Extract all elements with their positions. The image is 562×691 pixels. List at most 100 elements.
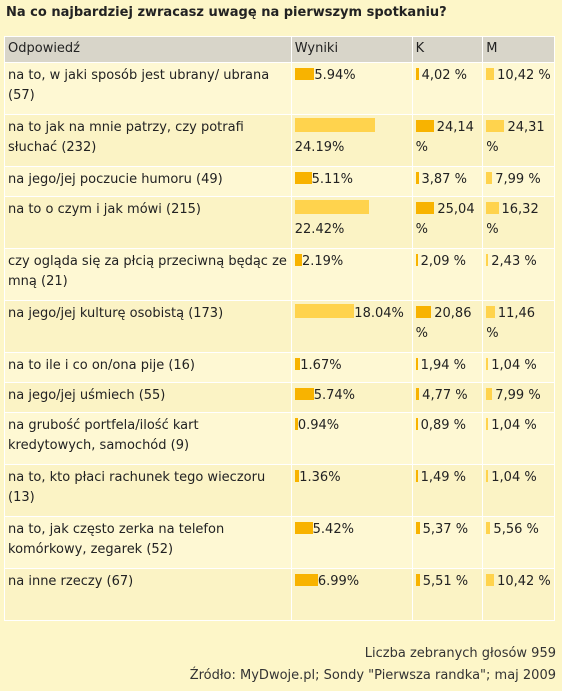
result-cell: 1.36% <box>290 464 413 517</box>
m-cell: 11,46 % <box>482 300 555 353</box>
source-note: Źródło: MyDwoje.pl; Sondy "Pierwsza rand… <box>189 668 556 683</box>
k-bar <box>415 172 419 184</box>
result-bar <box>294 358 301 370</box>
k-cell: 3,87 % <box>411 166 484 197</box>
k-value: 4,77 % <box>422 388 468 403</box>
k-cell: 5,51 % <box>411 568 484 621</box>
k-value: 1,49 % <box>420 470 467 485</box>
k-value: 0,89 % <box>420 418 467 433</box>
result-value: 1.67% <box>300 358 342 373</box>
m-bar <box>486 68 495 80</box>
header-results: Wyniki <box>290 36 413 63</box>
m-bar <box>486 388 493 400</box>
k-value: 24,14 % <box>415 120 474 155</box>
result-cell: 2.19% <box>290 248 413 301</box>
result-bar <box>294 388 314 400</box>
k-value: 20,86 % <box>415 306 472 341</box>
k-bar <box>415 388 420 400</box>
m-cell: 1,04 % <box>482 412 555 465</box>
m-bar <box>486 254 489 266</box>
result-value: 5.42% <box>312 522 354 537</box>
m-bar <box>486 358 489 370</box>
result-value: 5.74% <box>313 388 356 403</box>
answer-cell: na to ile i co on/ona pije (16) <box>4 352 292 383</box>
answer-cell: na jego/jej kulturę osobistą (173) <box>4 300 292 353</box>
table-row: na to, kto płaci rachunek tego wieczoru … <box>4 464 555 517</box>
k-value: 1,94 % <box>420 358 467 373</box>
k-bar <box>415 68 419 80</box>
m-value: 7,99 % <box>495 172 541 187</box>
m-cell: 7,99 % <box>482 166 555 197</box>
answer-cell: na inne rzeczy (67) <box>4 568 292 621</box>
k-cell: 5,37 % <box>411 516 484 569</box>
table-header-row: Odpowiedź Wyniki K M <box>4 36 555 63</box>
k-bar <box>415 306 432 318</box>
k-value: 3,87 % <box>421 172 467 187</box>
k-bar <box>415 522 420 534</box>
m-cell: 24,31 % <box>482 114 555 167</box>
result-cell: 24.19% <box>290 114 413 167</box>
result-bar <box>294 68 315 80</box>
result-cell: 5.94% <box>290 62 413 115</box>
m-value: 24,31 % <box>486 120 545 155</box>
result-bar <box>294 304 355 318</box>
k-cell: 25,04 % <box>411 196 484 249</box>
table-row: na inne rzeczy (67) 6.99% 5,51 % 10,42 % <box>4 568 555 621</box>
result-value: 0.94% <box>297 418 340 433</box>
answer-cell: na to, jak często zerka na telefon komór… <box>4 516 292 569</box>
answer-cell: na grubość portfela/ilość kart kredytowy… <box>4 412 292 465</box>
table-row: na to ile i co on/ona pije (16) 1.67% 1,94… <box>4 352 555 383</box>
m-bar <box>486 306 495 318</box>
m-cell: 1,04 % <box>482 464 555 517</box>
result-cell: 6.99% <box>290 568 413 621</box>
m-bar <box>486 120 505 132</box>
k-value: 5,37 % <box>422 522 469 537</box>
m-bar <box>486 522 491 534</box>
k-cell: 2,09 % <box>411 248 484 301</box>
result-cell: 5.42% <box>290 516 413 569</box>
k-cell: 1,49 % <box>411 464 484 517</box>
result-bar <box>294 418 298 430</box>
m-value: 11,46 % <box>486 306 536 341</box>
result-bar <box>294 118 375 132</box>
result-value: 5.94% <box>314 68 356 83</box>
poll-title: Na co najbardziej zwracasz uwagę na pier… <box>6 5 447 20</box>
vote-count: Liczba zebranych głosów 959 <box>364 646 556 661</box>
m-cell: 1,04 % <box>482 352 555 383</box>
k-bar <box>415 358 418 370</box>
k-cell: 4,77 % <box>411 382 484 413</box>
table-row: na to, w jaki sposób jest ubrany/ ubrana… <box>4 62 555 115</box>
answer-cell: na jego/jej uśmiech (55) <box>4 382 292 413</box>
m-bar <box>486 574 495 586</box>
m-value: 5,56 % <box>493 522 539 537</box>
k-bar <box>415 202 435 214</box>
result-value: 24.19% <box>294 140 345 155</box>
answer-cell: na jego/jej poczucie humoru (49) <box>4 166 292 197</box>
header-answer: Odpowiedź <box>4 36 292 63</box>
table-row: na jego/jej uśmiech (55) 5.74% 4,77 % 7,99 … <box>4 382 555 413</box>
result-cell: 0.94% <box>290 412 413 465</box>
m-cell: 7,99 % <box>482 382 555 413</box>
answer-cell: na to, w jaki sposób jest ubrany/ ubrana… <box>4 62 292 115</box>
m-value: 16,32 % <box>486 202 539 237</box>
table-row: na to o czym i jak mówi (215) 22.42% 25,04… <box>4 196 555 249</box>
table-row: na jego/jej poczucie humoru (49) 5.11% 3,8… <box>4 166 555 197</box>
k-cell: 0,89 % <box>411 412 484 465</box>
result-bar <box>294 254 302 266</box>
k-cell: 1,94 % <box>411 352 484 383</box>
k-value: 5,51 % <box>422 574 469 589</box>
result-cell: 18.04% <box>290 300 413 353</box>
result-value: 5.11% <box>311 172 353 187</box>
table-row: na to jak na mnie patrzy, czy potrafi sł… <box>4 114 555 167</box>
header-m: M <box>482 36 555 63</box>
result-cell: 5.11% <box>290 166 413 197</box>
m-value: 1,04 % <box>491 418 537 433</box>
answer-cell: na to o czym i jak mówi (215) <box>4 196 292 249</box>
table-row: na to, jak często zerka na telefon komór… <box>4 516 555 569</box>
m-bar <box>486 418 489 430</box>
m-value: 1,04 % <box>491 470 537 485</box>
k-bar <box>415 418 418 430</box>
m-value: 7,99 % <box>495 388 541 403</box>
result-cell: 5.74% <box>290 382 413 413</box>
k-cell: 4,02 % <box>411 62 484 115</box>
